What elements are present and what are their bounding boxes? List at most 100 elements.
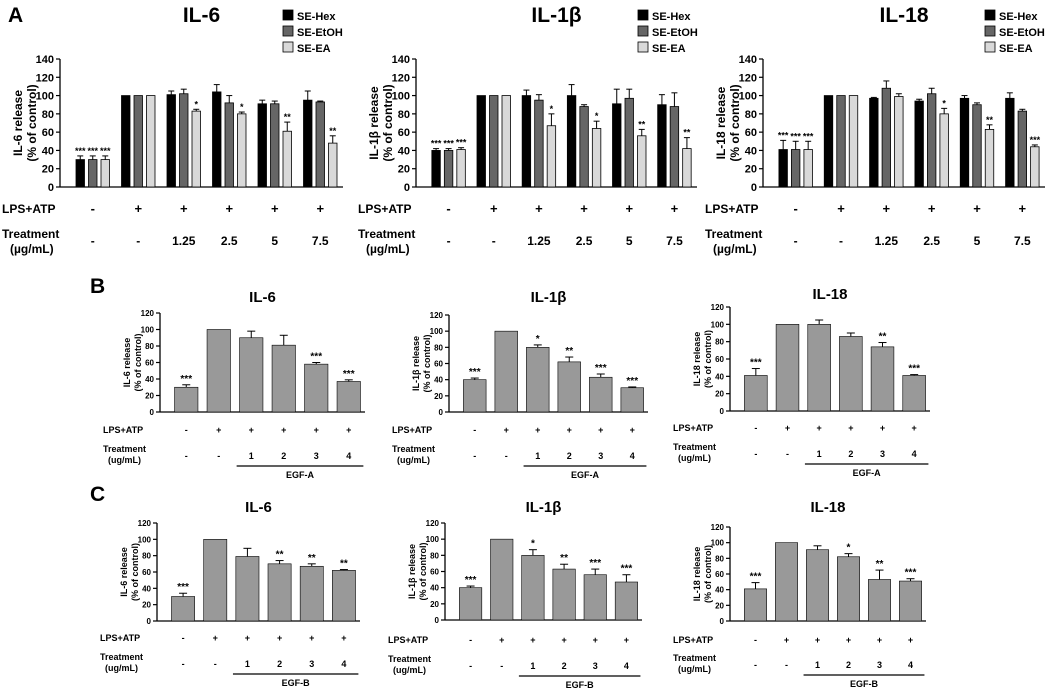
a2-treatment-value: 7.5 <box>666 234 683 248</box>
a1-bar <box>212 91 222 188</box>
b2-row-label-treatment: Treatment <box>392 444 435 454</box>
b2-ylabel-line2: (% of control) <box>422 335 432 393</box>
a1-bar <box>282 130 292 188</box>
c2-y-tick-label: 80 <box>430 551 439 560</box>
b2-lps-value: + <box>567 425 572 435</box>
c3-treatment-value: 2 <box>846 660 851 670</box>
panel-label-c: C <box>90 483 105 506</box>
c2-treatment-value: - <box>500 661 503 671</box>
c1-lps-value: + <box>309 633 314 643</box>
c2-treatment-value: - <box>469 661 472 671</box>
c1-y-tick-label: 80 <box>142 552 151 561</box>
b3-treatment-value: - <box>786 449 789 459</box>
c2-y-tick-label: 120 <box>426 519 440 528</box>
b2-bar <box>589 376 613 413</box>
c3-ylabel-line1: IL-18 release <box>692 547 702 602</box>
a2-bar <box>534 99 544 188</box>
a2-bar <box>489 95 499 188</box>
c2-treatment-value: 3 <box>593 661 598 671</box>
c3-bar <box>775 542 798 622</box>
a3-significance-label: ** <box>986 115 994 125</box>
a1-bar <box>146 95 156 188</box>
a1-lps-value: + <box>180 201 188 216</box>
b1-ylabel-line1: IL-6 release <box>122 338 132 388</box>
a1-title: IL-6 <box>183 4 220 27</box>
a3-bar <box>823 95 834 188</box>
b1-bar <box>174 386 199 413</box>
a1-row-label-treatment: Treatment <box>2 227 59 241</box>
b2-significance-label: *** <box>469 367 481 378</box>
c2-bar <box>490 538 514 621</box>
a2-bar <box>624 97 634 188</box>
a2-bar <box>456 149 466 188</box>
c3-row-label-unit: (ug/mL) <box>678 664 711 674</box>
c2-treatment-value: 4 <box>624 661 629 671</box>
c2-y-tick-label: 20 <box>430 600 439 609</box>
b2-title: IL-1β <box>531 289 567 306</box>
c3-lps-value: + <box>784 635 789 645</box>
c1-row-label-treatment: Treatment <box>100 652 143 662</box>
c2-lps-value: + <box>530 635 535 645</box>
b3-bar <box>870 346 895 412</box>
b1-treatment-value: 2 <box>281 451 286 461</box>
b3-ylabel-line2: (% of control) <box>703 330 713 388</box>
c1-lps-value: + <box>245 633 250 643</box>
a1-bar <box>191 110 201 188</box>
a3-y-tick-label: 40 <box>745 145 757 157</box>
c2-bar <box>583 574 607 621</box>
c3-lps-value: + <box>846 635 851 645</box>
b1-bar <box>271 344 296 413</box>
c3-treatment-value: 4 <box>908 660 913 670</box>
b2-y-tick-label: 0 <box>439 408 444 417</box>
c3-row-label-lps: LPS+ATP <box>673 635 713 645</box>
c3-y-tick-label: 20 <box>715 601 724 610</box>
b3-lps-value: + <box>880 423 885 433</box>
b1-significance-label: *** <box>310 352 322 363</box>
a1-y-tick-label: 140 <box>36 54 54 66</box>
a1-lps-value: + <box>316 201 324 216</box>
c1-bar <box>332 570 356 622</box>
c2-treatment-value: 1 <box>530 661 535 671</box>
a2-legend-label: SE-EA <box>652 43 686 55</box>
b1-y-tick-label: 20 <box>145 392 154 401</box>
b3-lps-value: + <box>817 423 822 433</box>
a2-y-tick-label: 0 <box>404 182 410 194</box>
a2-bar <box>443 150 454 188</box>
b1-bar <box>336 381 361 413</box>
c3-lps-value: + <box>815 635 820 645</box>
a2-bar <box>669 106 680 188</box>
c3-significance-label: ** <box>876 559 884 570</box>
c2-bar <box>459 587 483 621</box>
a3-legend-label: SE-EA <box>999 43 1033 55</box>
b2-treatment-value: 2 <box>567 451 572 461</box>
a2-treatment-value: - <box>492 234 496 248</box>
c3-y-tick-label: 60 <box>715 570 724 579</box>
a1-treatment-value: 7.5 <box>312 234 329 248</box>
a1-bar <box>100 159 110 188</box>
c2-y-tick-label: 100 <box>426 535 440 544</box>
b2-significance-label: * <box>536 334 540 345</box>
c1-significance-label: *** <box>177 582 189 593</box>
b2-lps-value: + <box>598 425 603 435</box>
a3-treatment-value: 5 <box>974 234 981 248</box>
b2-y-tick-label: 80 <box>434 343 443 352</box>
a1-treatment-value: 5 <box>271 234 278 248</box>
a2-y-tick-label: 20 <box>398 164 410 176</box>
b3-treatment-value: 1 <box>817 449 822 459</box>
a1-bar <box>133 95 143 188</box>
a1-bar <box>237 113 247 188</box>
a3-legend-label: SE-EtOH <box>999 27 1045 39</box>
c1-bar <box>299 565 324 622</box>
c2-bar <box>552 568 576 621</box>
a2-ylabel-line2: (% of control) <box>381 84 395 161</box>
panel-label-b: B <box>90 275 105 298</box>
a3-lps-value: - <box>793 201 797 216</box>
a3-bar <box>836 95 846 188</box>
c3-treatment-value: - <box>785 660 788 670</box>
c3-group-label: EGF-B <box>850 679 878 689</box>
c1-bar <box>235 556 260 622</box>
a1-y-tick-label: 0 <box>48 182 54 194</box>
c2-row-label-unit: (ug/mL) <box>393 665 426 675</box>
a1-y-tick-label: 20 <box>42 164 54 176</box>
c2-bar <box>614 581 638 621</box>
